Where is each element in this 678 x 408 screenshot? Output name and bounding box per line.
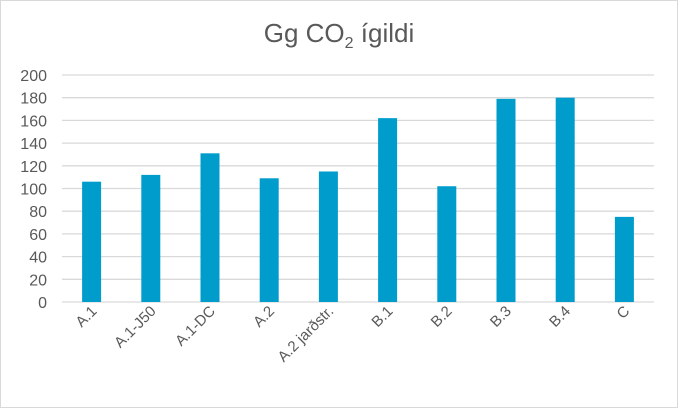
chart-title: Gg CO2 ígildi <box>263 18 415 53</box>
x-tick-label: C <box>614 303 634 323</box>
y-tick-label: 20 <box>29 272 47 289</box>
y-tick-label: 0 <box>38 295 47 312</box>
y-tick-label: 200 <box>20 68 47 85</box>
bar <box>141 174 161 302</box>
bar <box>318 171 338 302</box>
bar <box>614 216 634 302</box>
y-tick-label: 100 <box>20 182 47 199</box>
x-tick-label: A.2 jarðstr. <box>275 303 338 366</box>
y-tick-label: 80 <box>29 204 47 221</box>
x-tick-label: A.1 <box>72 303 100 331</box>
x-tick-label: B.2 <box>428 303 456 331</box>
x-tick-label: B.3 <box>487 303 515 331</box>
x-tick-label: A.2 <box>250 303 278 331</box>
bar <box>82 181 102 302</box>
y-tick-label: 60 <box>29 227 47 244</box>
bar <box>555 97 575 302</box>
y-tick-label: 40 <box>29 250 47 267</box>
y-tick-label: 140 <box>20 136 47 153</box>
x-tick-label: A.1-J50 <box>111 303 160 352</box>
x-tick-label: A.1-DC <box>172 303 219 350</box>
bar <box>378 118 398 302</box>
bar <box>437 186 457 302</box>
x-tick-label: B.4 <box>546 303 574 331</box>
bar <box>496 98 516 303</box>
y-tick-label: 180 <box>20 91 47 108</box>
x-tick-label: B.1 <box>368 303 396 331</box>
bar <box>200 153 220 302</box>
y-tick-label: 120 <box>20 159 47 176</box>
bar <box>259 178 279 302</box>
y-tick-label: 160 <box>20 113 47 130</box>
